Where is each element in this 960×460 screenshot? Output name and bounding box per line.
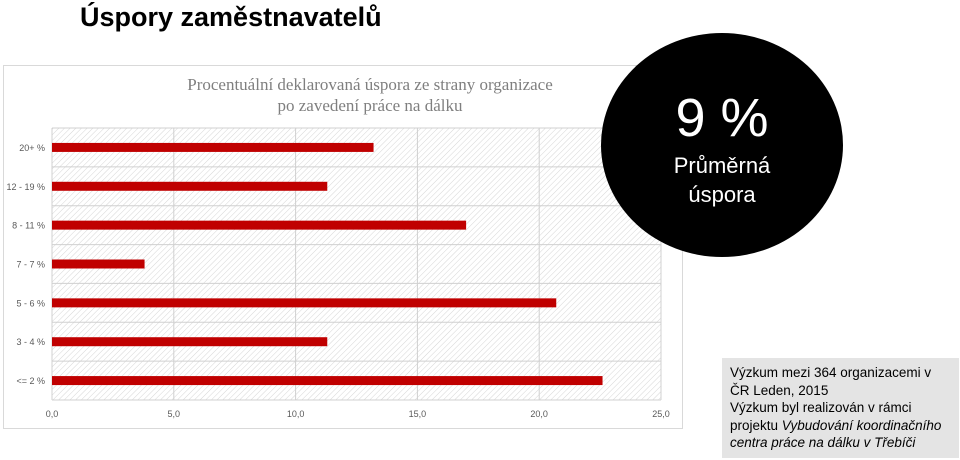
note-line-4: projektu Vybudování koordinačního xyxy=(730,417,955,435)
category-label: 5 - 6 % xyxy=(16,298,45,308)
chart-title-line-1: Procentuální deklarovaná úspora ze stran… xyxy=(187,75,553,94)
bar-1 xyxy=(52,181,328,191)
bar-4 xyxy=(52,298,557,308)
x-tick-label: 0,0 xyxy=(46,409,59,419)
x-tick-label: 15,0 xyxy=(409,409,427,419)
plot-area xyxy=(52,128,661,400)
category-label: 3 - 4 % xyxy=(16,337,45,347)
note-line-5: centra práce na dálku v Třebíči xyxy=(730,435,916,450)
category-label: 20+ % xyxy=(19,143,45,153)
chart-title-line-2: po zavedení práce na dálku xyxy=(277,96,463,115)
slide-title: Úspory zaměstnavatelů xyxy=(80,2,382,32)
bar-5 xyxy=(52,337,328,347)
badge-label-line-2: úspora xyxy=(688,182,756,207)
badge-label-line-1: Průměrná xyxy=(673,153,771,178)
note-line-4-prefix: projektu xyxy=(730,417,782,433)
note-line-2: ČR Leden, 2015 xyxy=(730,382,829,398)
category-label: <= 2 % xyxy=(16,376,45,386)
x-tick-label: 20,0 xyxy=(530,409,548,419)
bar-3 xyxy=(52,259,145,269)
x-tick-label: 5,0 xyxy=(168,409,181,419)
x-tick-label: 10,0 xyxy=(287,409,305,419)
bar-6 xyxy=(52,376,603,386)
category-label: 12 - 19 % xyxy=(6,182,45,192)
note-line-3: Výzkum byl realizován v rámci xyxy=(730,400,912,415)
bar-2 xyxy=(52,220,467,230)
category-label: 8 - 11 % xyxy=(12,221,45,231)
bar-0 xyxy=(52,142,374,152)
x-tick-label: 25,0 xyxy=(652,409,670,419)
note-line-1: Výzkum mezi 364 organizacemi v xyxy=(730,365,932,380)
category-label: 7 - 7 % xyxy=(16,260,45,270)
badge-label: Průměrná úspora xyxy=(651,151,793,209)
research-note: Výzkum mezi 364 organizacemi v ČR Leden,… xyxy=(722,358,959,458)
note-line-4-italic: Vybudování koordinačního xyxy=(781,417,942,433)
chart-title: Procentuální deklarovaná úspora ze stran… xyxy=(20,74,720,116)
average-savings-badge: 9 % Průměrná úspora xyxy=(601,33,843,257)
badge-value: 9 % xyxy=(675,88,769,148)
